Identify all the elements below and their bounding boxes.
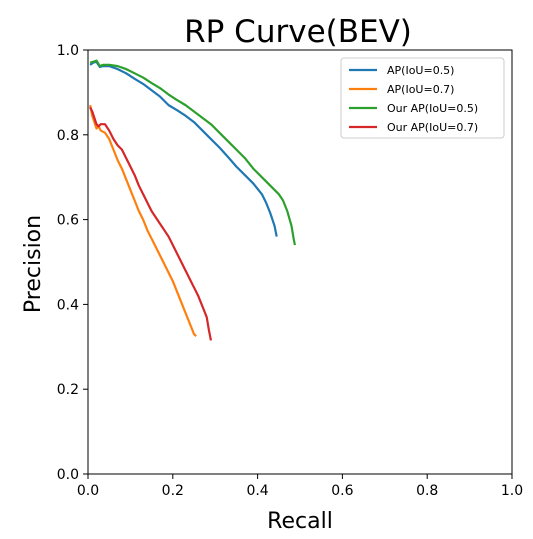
y-tick-label: 0.8 bbox=[57, 128, 79, 144]
legend-box bbox=[340, 57, 505, 139]
y-axis-title: Precision bbox=[21, 215, 46, 313]
chart-title: RP Curve(BEV) bbox=[184, 14, 412, 50]
y-tick-label: 0.4 bbox=[57, 297, 79, 313]
x-axis: 0.0 0.2 0.4 0.6 0.8 1.0 bbox=[77, 474, 523, 499]
legend-label: AP(IoU=0.5) bbox=[387, 64, 454, 77]
y-tick-label: 0.6 bbox=[57, 213, 79, 229]
x-tick-label: 0.4 bbox=[246, 483, 268, 499]
plot-frame bbox=[87, 49, 513, 475]
series-line-3 bbox=[89, 59, 296, 246]
x-tick-label: 0.8 bbox=[416, 483, 438, 499]
legend-label: Our AP(IoU=0.5) bbox=[387, 102, 478, 115]
x-tick-label: 0.0 bbox=[77, 483, 99, 499]
y-tick-label: 1.0 bbox=[57, 43, 79, 59]
series-line-4 bbox=[89, 106, 213, 341]
series-line-2 bbox=[89, 104, 197, 337]
y-tick-label: 0.0 bbox=[57, 467, 79, 483]
legend-label: AP(IoU=0.7) bbox=[387, 83, 454, 96]
legend-label: Our AP(IoU=0.7) bbox=[387, 121, 478, 134]
x-tick-label: 0.6 bbox=[331, 483, 353, 499]
plot-area bbox=[87, 49, 513, 475]
x-tick-label: 1.0 bbox=[501, 483, 523, 499]
legend-items: AP(IoU=0.5) AP(IoU=0.7) Our AP(IoU=0.5) Our… bbox=[349, 64, 478, 134]
y-tick-label: 0.2 bbox=[57, 382, 79, 398]
x-tick-label: 0.2 bbox=[162, 483, 184, 499]
x-axis-title: Recall bbox=[267, 509, 333, 534]
series-line-1 bbox=[89, 60, 278, 237]
legend: AP(IoU=0.5) AP(IoU=0.7) Our AP(IoU=0.5) Our… bbox=[340, 57, 505, 139]
y-axis: 0.0 0.2 0.4 0.6 0.8 1.0 bbox=[57, 43, 88, 483]
series-layer bbox=[89, 59, 296, 341]
